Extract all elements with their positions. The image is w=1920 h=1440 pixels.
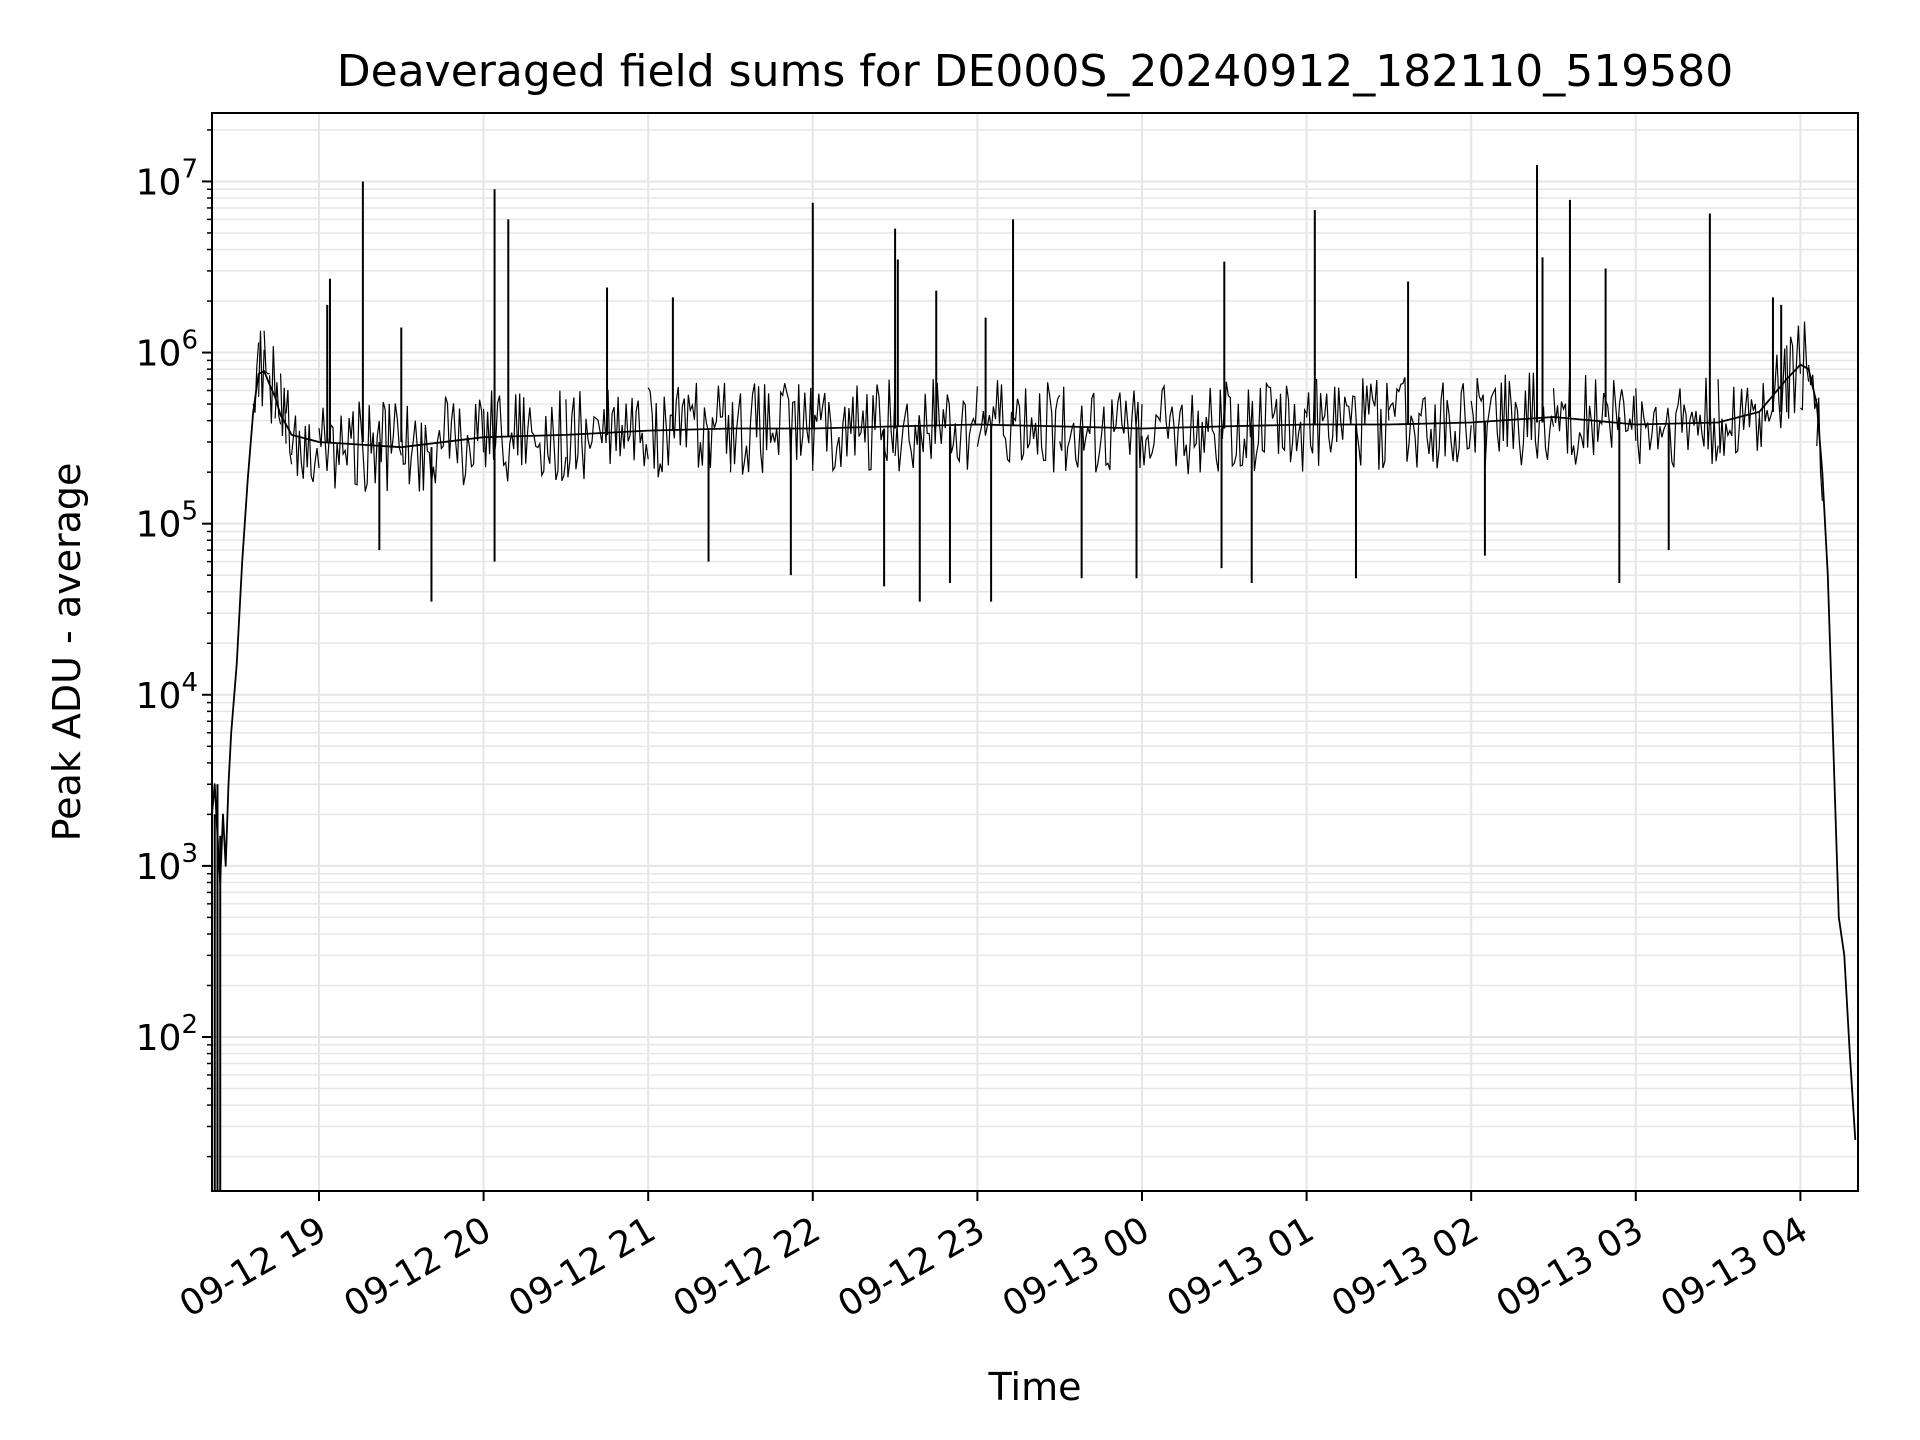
series-0-noise (1388, 377, 1472, 469)
series-0-noise (291, 415, 320, 483)
y-tick-label: 107 (136, 154, 198, 203)
series-0-noise (1808, 364, 1818, 409)
series-0-noise (252, 342, 260, 413)
y-tick-label: 104 (136, 668, 198, 717)
y-tick-label: 103 (136, 839, 198, 888)
y-tick-label: 105 (136, 497, 198, 546)
series-0-noise (729, 383, 814, 475)
series-0-noise (1552, 375, 1637, 465)
series-0-noise (1306, 378, 1390, 470)
series-0-noise (400, 396, 485, 492)
series-0-noise (1816, 397, 1823, 501)
series-0-noise (258, 330, 265, 407)
series-0-noise (647, 382, 732, 478)
series-0-noise (1059, 386, 1143, 473)
series-0-noise (280, 373, 287, 444)
series-0-noise (483, 390, 567, 482)
y-tick-label: 102 (136, 1010, 198, 1059)
y-tick-label: 106 (136, 326, 198, 375)
x-axis-label: Time (988, 1365, 1082, 1409)
series-0-noise (812, 379, 896, 473)
series-0-noise (269, 346, 276, 424)
series-0-noise (1141, 383, 1225, 475)
y-axis: 102 103 104 105 106 107 (136, 129, 212, 1158)
series-0-noise (318, 401, 402, 492)
series-0-noise (1635, 377, 1719, 468)
series-0-noise (274, 382, 282, 425)
series-0-noise (1786, 325, 1801, 419)
series-0-noise (285, 389, 293, 465)
series-0-noise (1800, 321, 1810, 411)
chart-title: Deaveraged field sums for DE000S_2024091… (337, 46, 1733, 97)
series-0-noise (263, 330, 270, 375)
series-0-noise (1717, 379, 1760, 456)
series-0-noise (1223, 381, 1308, 472)
y-axis-label: Peak ADU - average (45, 463, 89, 842)
plot-frame (211, 112, 1859, 1192)
plot-area (211, 164, 1857, 1191)
